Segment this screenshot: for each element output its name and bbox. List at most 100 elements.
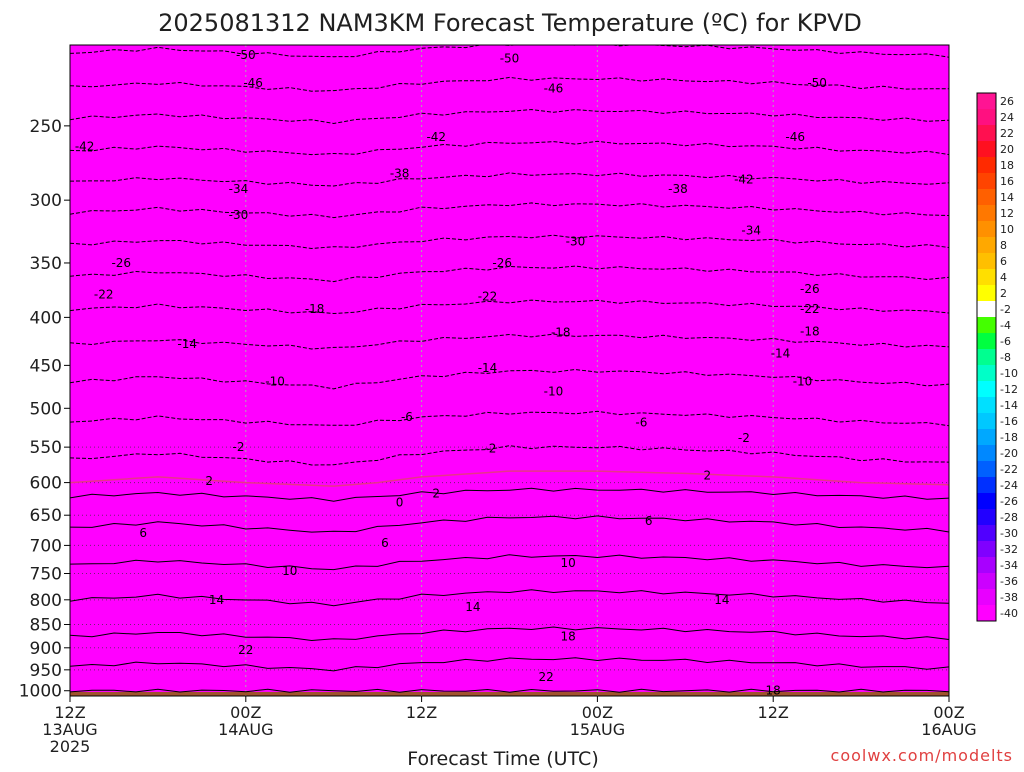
x-tick-label: 12Z xyxy=(406,703,437,722)
colorbar-label: -12 xyxy=(1000,383,1018,396)
isotherm-solid xyxy=(70,487,949,502)
isotherm-label: -46 xyxy=(785,130,805,144)
isotherm-label: -26 xyxy=(492,256,512,270)
colorbar-label: -22 xyxy=(1000,463,1018,476)
isotherm-label: 2 xyxy=(703,469,711,483)
colorbar-label: -20 xyxy=(1000,447,1018,460)
y-tick-label: 850 xyxy=(30,616,62,636)
plot-frame xyxy=(69,44,950,697)
colorbar-swatch xyxy=(977,157,996,173)
colorbar-label: -36 xyxy=(1000,575,1018,588)
colorbar-label: -26 xyxy=(1000,495,1018,508)
isotherm-label: -10 xyxy=(544,385,564,399)
isotherm-label: -10 xyxy=(265,374,285,388)
isotherm-label: -46 xyxy=(544,81,564,95)
isotherm-label: -22 xyxy=(94,287,114,301)
colorbar-swatch xyxy=(977,189,996,205)
y-tick-label: 950 xyxy=(30,661,62,681)
colorbar-swatch xyxy=(977,493,996,509)
isotherm-label: -2 xyxy=(232,440,244,454)
isotherm-dashed xyxy=(70,202,949,219)
colorbar-swatch xyxy=(977,365,996,381)
colorbar-swatch xyxy=(977,285,996,301)
colorbar-frame xyxy=(976,92,997,622)
isotherm-label: 22 xyxy=(238,643,253,657)
y-tick-label: 300 xyxy=(30,191,62,211)
colorbar-swatch xyxy=(977,461,996,477)
colorbar-label: 10 xyxy=(1000,223,1014,236)
y-tick-label: 350 xyxy=(30,254,62,274)
x-axis-label: Forecast Time (UTC) xyxy=(407,748,598,768)
isotherm-label: -34 xyxy=(229,182,249,196)
colorbar-swatch xyxy=(977,221,996,237)
watermark-text: coolwx.com/modelts xyxy=(831,746,1013,765)
isotherm-label: 6 xyxy=(139,526,147,540)
colorbar-label: 20 xyxy=(1000,143,1014,156)
isotherm-label: -38 xyxy=(668,182,688,196)
colorbar-label: 4 xyxy=(1000,271,1007,284)
y-tick-label: 700 xyxy=(30,536,62,556)
grid-lines xyxy=(70,45,949,696)
colorbar-swatch xyxy=(977,557,996,573)
isotherm-label: 10 xyxy=(282,564,297,578)
colorbar-label: -40 xyxy=(1000,607,1018,620)
colorbar-swatch xyxy=(977,93,996,109)
isotherm-label: 0 xyxy=(396,495,404,509)
colorbar: 26 24 22 20 18 16 14 12 10 8 6 4 2 -2 -4 -6 -8 -10 -12 -14 -… xyxy=(976,92,1018,622)
isotherm-label: 22 xyxy=(538,670,553,684)
colorbar-swatch xyxy=(977,525,996,541)
colorbar-swatch xyxy=(977,589,996,605)
x-tick-label: 00Z xyxy=(230,703,261,722)
y-tick-label: 550 xyxy=(30,438,62,458)
colorbar-swatch xyxy=(977,413,996,429)
isotherm-label: 18 xyxy=(560,629,575,643)
isotherm-label: 14 xyxy=(465,600,480,614)
isotherm-dashed xyxy=(70,333,949,350)
isotherm-dashed xyxy=(70,299,949,315)
colorbar-swatch xyxy=(977,573,996,589)
isotherm-solid xyxy=(70,554,949,571)
colorbar-swatch xyxy=(977,397,996,413)
colorbar-swatch xyxy=(977,605,996,621)
colorbar-label: -38 xyxy=(1000,591,1018,604)
colorbar-label: -32 xyxy=(1000,543,1018,556)
y-tick-label: 800 xyxy=(30,591,62,611)
x-tick-label: 12Z xyxy=(54,703,85,722)
isotherm-solid xyxy=(70,657,949,672)
isotherm-label: -6 xyxy=(401,410,413,424)
isotherm-label: 14 xyxy=(209,593,224,607)
colorbar-swatch xyxy=(977,509,996,525)
isotherm-label: -50 xyxy=(236,48,256,62)
isotherm-label: -42 xyxy=(75,140,95,154)
y-tick-label: 900 xyxy=(30,639,62,659)
colorbar-label: 26 xyxy=(1000,95,1014,108)
isotherm-dashed xyxy=(70,140,949,156)
colorbar-swatch xyxy=(977,109,996,125)
colorbar-label: -2 xyxy=(1000,303,1011,316)
isotherm-label: -42 xyxy=(734,172,754,186)
x-tick-label: 14AUG xyxy=(218,720,273,739)
x-tick-label: 15AUG xyxy=(570,720,625,739)
isotherm-dashed xyxy=(70,265,949,283)
colorbar-label: 6 xyxy=(1000,255,1007,268)
colorbar-label: -18 xyxy=(1000,431,1018,444)
colorbar-label: -16 xyxy=(1000,415,1018,428)
isotherm-label: -18 xyxy=(551,325,571,339)
isotherm-label: -30 xyxy=(229,208,249,222)
ground-strip xyxy=(70,691,949,696)
isotherm-label: -14 xyxy=(771,346,791,360)
isotherm-label: -18 xyxy=(305,302,325,316)
isotherm-label: 6 xyxy=(645,514,653,528)
colorbar-swatch xyxy=(977,141,996,157)
chart-title: 2025081312 NAM3KM Forecast Temperature (… xyxy=(158,9,862,37)
isotherm-label: 10 xyxy=(560,556,575,570)
temperature-bands xyxy=(70,45,949,696)
isotherm-dashed xyxy=(70,76,949,92)
colorbar-swatch xyxy=(977,477,996,493)
y-tick-label: 600 xyxy=(30,474,62,494)
colorbar-swatch xyxy=(977,205,996,221)
colorbar-swatch xyxy=(977,253,996,269)
colorbar-label: -14 xyxy=(1000,399,1018,412)
x-tick-label: 12Z xyxy=(758,703,789,722)
